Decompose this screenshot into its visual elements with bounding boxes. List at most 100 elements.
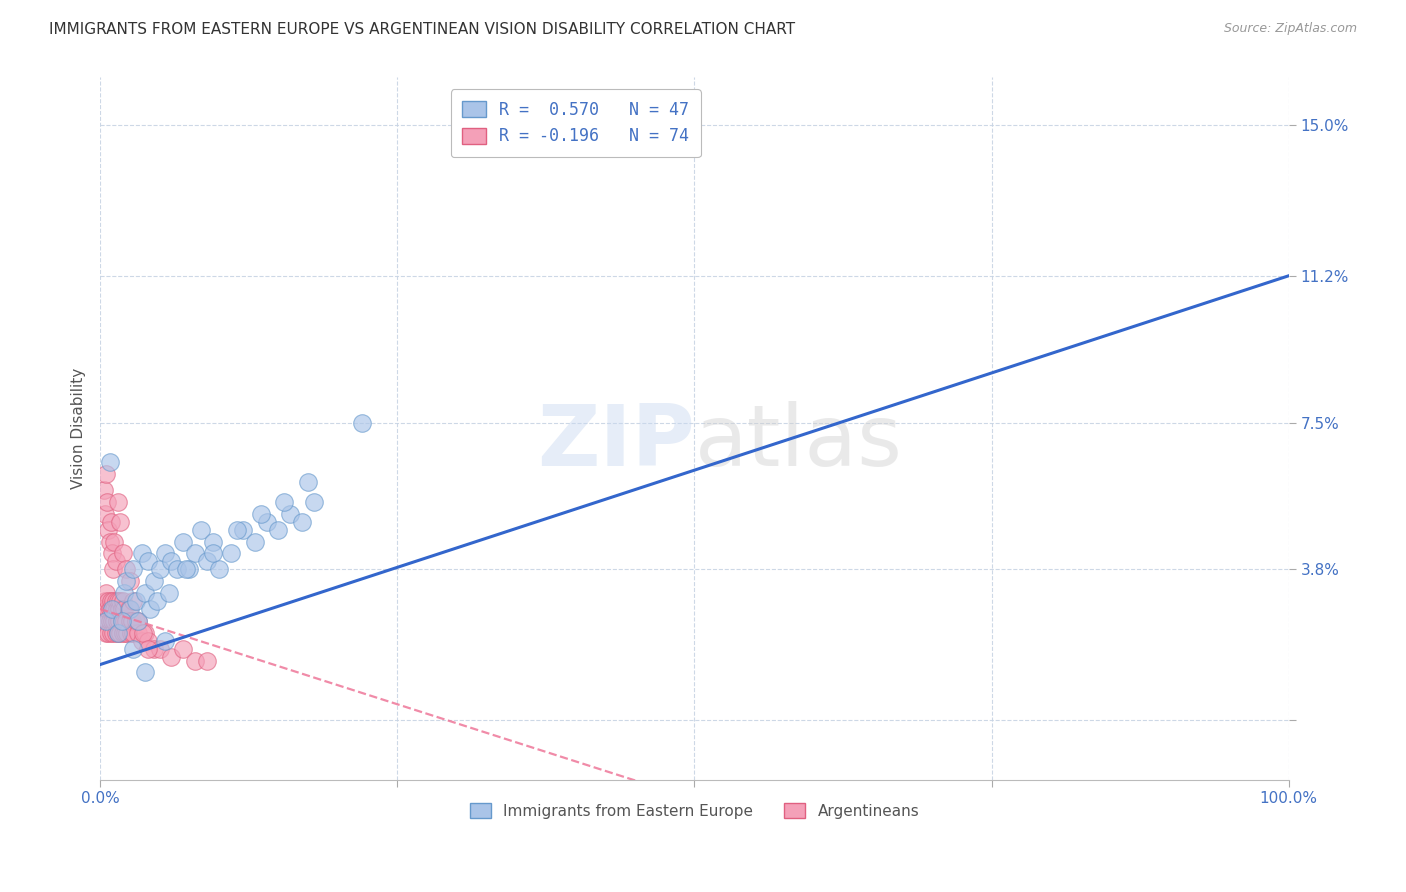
- Point: [107, 625, 129, 640]
- Point: [120, 625, 142, 640]
- Point: [136, 633, 159, 648]
- Text: atlas: atlas: [695, 401, 903, 484]
- Point: [110, 614, 132, 628]
- Point: [94, 594, 117, 608]
- Point: [132, 625, 155, 640]
- Point: [107, 495, 129, 509]
- Point: [134, 625, 156, 640]
- Point: [115, 614, 138, 628]
- Point: [172, 641, 194, 656]
- Point: [117, 625, 139, 640]
- Y-axis label: Vision Disability: Vision Disability: [72, 368, 86, 489]
- Point: [179, 562, 201, 576]
- Point: [108, 602, 131, 616]
- Point: [94, 467, 117, 482]
- Point: [96, 614, 118, 628]
- Text: IMMIGRANTS FROM EASTERN EUROPE VS ARGENTINEAN VISION DISABILITY CORRELATION CHAR: IMMIGRANTS FROM EASTERN EUROPE VS ARGENT…: [49, 22, 796, 37]
- Point: [195, 554, 218, 568]
- Point: [98, 455, 121, 469]
- Point: [114, 625, 136, 640]
- Point: [111, 625, 134, 640]
- Point: [107, 594, 129, 608]
- Point: [184, 546, 207, 560]
- Point: [134, 665, 156, 680]
- Point: [125, 594, 148, 608]
- Point: [115, 562, 138, 576]
- Point: [122, 562, 145, 576]
- Point: [118, 602, 141, 616]
- Point: [97, 625, 120, 640]
- Point: [94, 614, 117, 628]
- Point: [160, 554, 183, 568]
- Point: [98, 534, 121, 549]
- Point: [107, 625, 129, 640]
- Point: [91, 602, 114, 616]
- Point: [166, 562, 188, 576]
- Point: [97, 594, 120, 608]
- Point: [208, 562, 231, 576]
- Point: [136, 641, 159, 656]
- Point: [101, 602, 124, 616]
- Point: [243, 534, 266, 549]
- Point: [273, 495, 295, 509]
- Point: [104, 554, 127, 568]
- Point: [267, 523, 290, 537]
- Point: [232, 523, 254, 537]
- Point: [110, 515, 132, 529]
- Point: [118, 574, 141, 589]
- Point: [155, 546, 177, 560]
- Point: [139, 602, 162, 616]
- Point: [297, 475, 319, 489]
- Point: [100, 625, 122, 640]
- Point: [302, 495, 325, 509]
- Point: [131, 546, 153, 560]
- Point: [101, 546, 124, 560]
- Point: [96, 495, 118, 509]
- Point: [103, 602, 125, 616]
- Point: [118, 602, 141, 616]
- Point: [131, 633, 153, 648]
- Point: [122, 641, 145, 656]
- Point: [136, 554, 159, 568]
- Point: [184, 654, 207, 668]
- Point: [112, 586, 135, 600]
- Point: [100, 515, 122, 529]
- Point: [142, 641, 165, 656]
- Point: [94, 586, 117, 600]
- Point: [103, 614, 125, 628]
- Point: [127, 614, 149, 628]
- Point: [112, 614, 135, 628]
- Point: [110, 614, 132, 628]
- Point: [160, 649, 183, 664]
- Point: [148, 562, 170, 576]
- Point: [125, 614, 148, 628]
- Point: [190, 523, 212, 537]
- Point: [93, 614, 115, 628]
- Point: [105, 614, 128, 628]
- Point: [115, 574, 138, 589]
- Point: [110, 602, 132, 616]
- Point: [112, 602, 135, 616]
- Point: [111, 594, 134, 608]
- Point: [94, 507, 117, 521]
- Point: [122, 594, 145, 608]
- Point: [104, 625, 127, 640]
- Point: [256, 515, 278, 529]
- Point: [121, 614, 143, 628]
- Point: [103, 534, 125, 549]
- Point: [110, 625, 132, 640]
- Point: [350, 416, 373, 430]
- Point: [146, 594, 169, 608]
- Point: [219, 546, 242, 560]
- Point: [111, 546, 134, 560]
- Point: [172, 534, 194, 549]
- Point: [110, 594, 132, 608]
- Point: [157, 586, 180, 600]
- Point: [155, 633, 177, 648]
- Point: [103, 594, 125, 608]
- Point: [108, 614, 131, 628]
- Point: [101, 602, 124, 616]
- Point: [101, 614, 124, 628]
- Point: [202, 546, 225, 560]
- Point: [103, 625, 125, 640]
